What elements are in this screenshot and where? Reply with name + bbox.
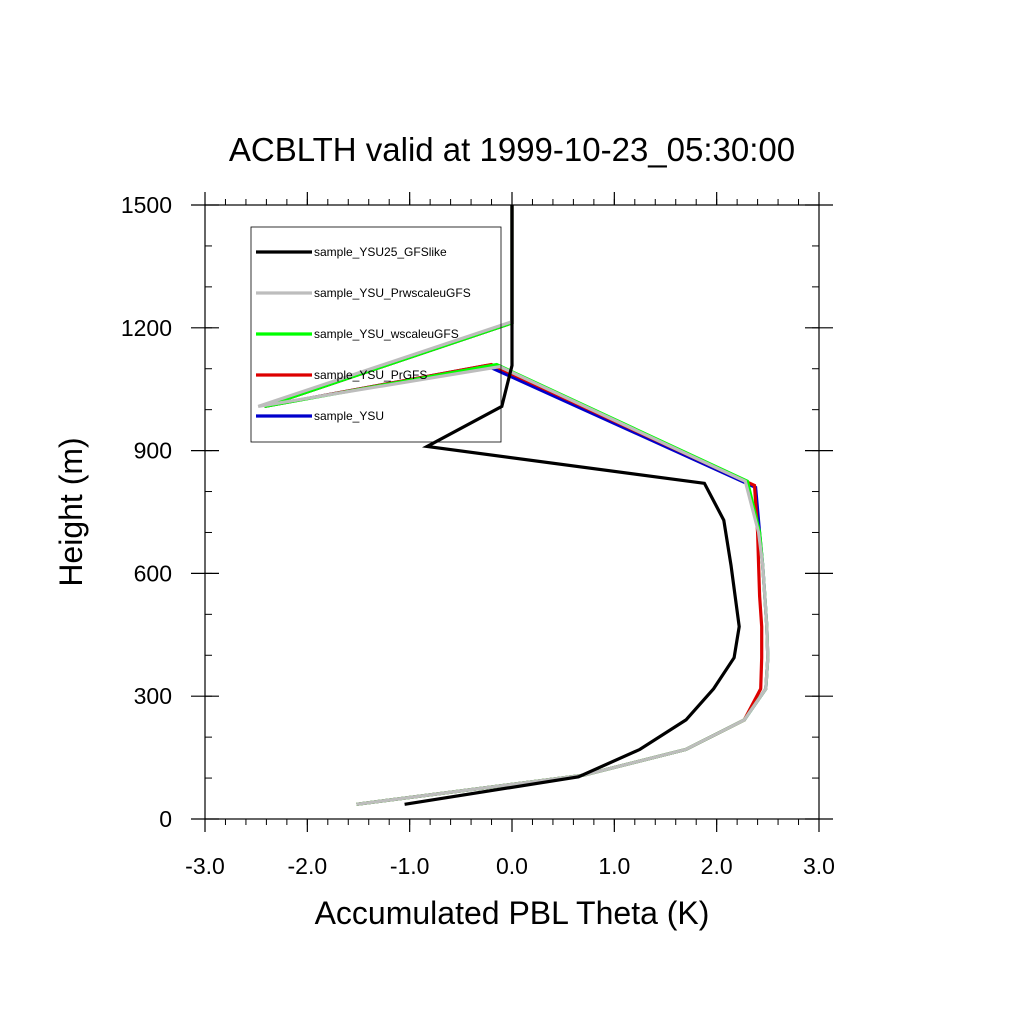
x-axis-title: Accumulated PBL Theta (K) — [315, 895, 710, 931]
axis-ticks: -3.0 -2.0 -1.0 0.0 1.0 2.0 3.0 0 300 600 900 1200 15… — [121, 192, 835, 879]
x-tick-label: 0.0 — [496, 853, 528, 879]
legend-label: sample_YSU25_GFSlike — [314, 245, 447, 259]
x-tick-label: 3.0 — [803, 853, 835, 879]
y-axis-title: Height (m) — [53, 437, 89, 586]
x-tick-label: 1.0 — [598, 853, 630, 879]
y-tick-label: 600 — [134, 560, 172, 586]
y-tick-label: 1200 — [121, 315, 172, 341]
y-tick-label: 1500 — [121, 192, 172, 218]
x-tick-label: -1.0 — [390, 853, 430, 879]
chart-title: ACBLTH valid at 1999-10-23_05:30:00 — [229, 131, 795, 168]
y-tick-label: 300 — [134, 683, 172, 709]
legend-label: sample_YSU_wscaleuGFS — [314, 327, 459, 341]
plot-frame — [204, 204, 820, 820]
legend: sample_YSU25_GFSlike sample_YSU_Prwscaleu… — [250, 226, 502, 443]
series-line-sample_YSU_PrwscaleuGFS — [257, 205, 770, 806]
series-line-sample_YSU25_GFSlike — [404, 205, 741, 806]
legend-label: sample_YSU_PrwscaleuGFS — [314, 286, 471, 300]
x-tick-label: -2.0 — [288, 853, 328, 879]
legend-box — [250, 226, 502, 443]
y-tick-label: 900 — [134, 438, 172, 464]
legend-label: sample_YSU — [314, 409, 384, 423]
x-tick-label: 2.0 — [701, 853, 733, 879]
legend-label: sample_YSU_PrGFS — [314, 368, 427, 382]
x-tick-label: -3.0 — [185, 853, 225, 879]
y-tick-label: 0 — [159, 806, 172, 832]
series-layer — [257, 205, 770, 806]
